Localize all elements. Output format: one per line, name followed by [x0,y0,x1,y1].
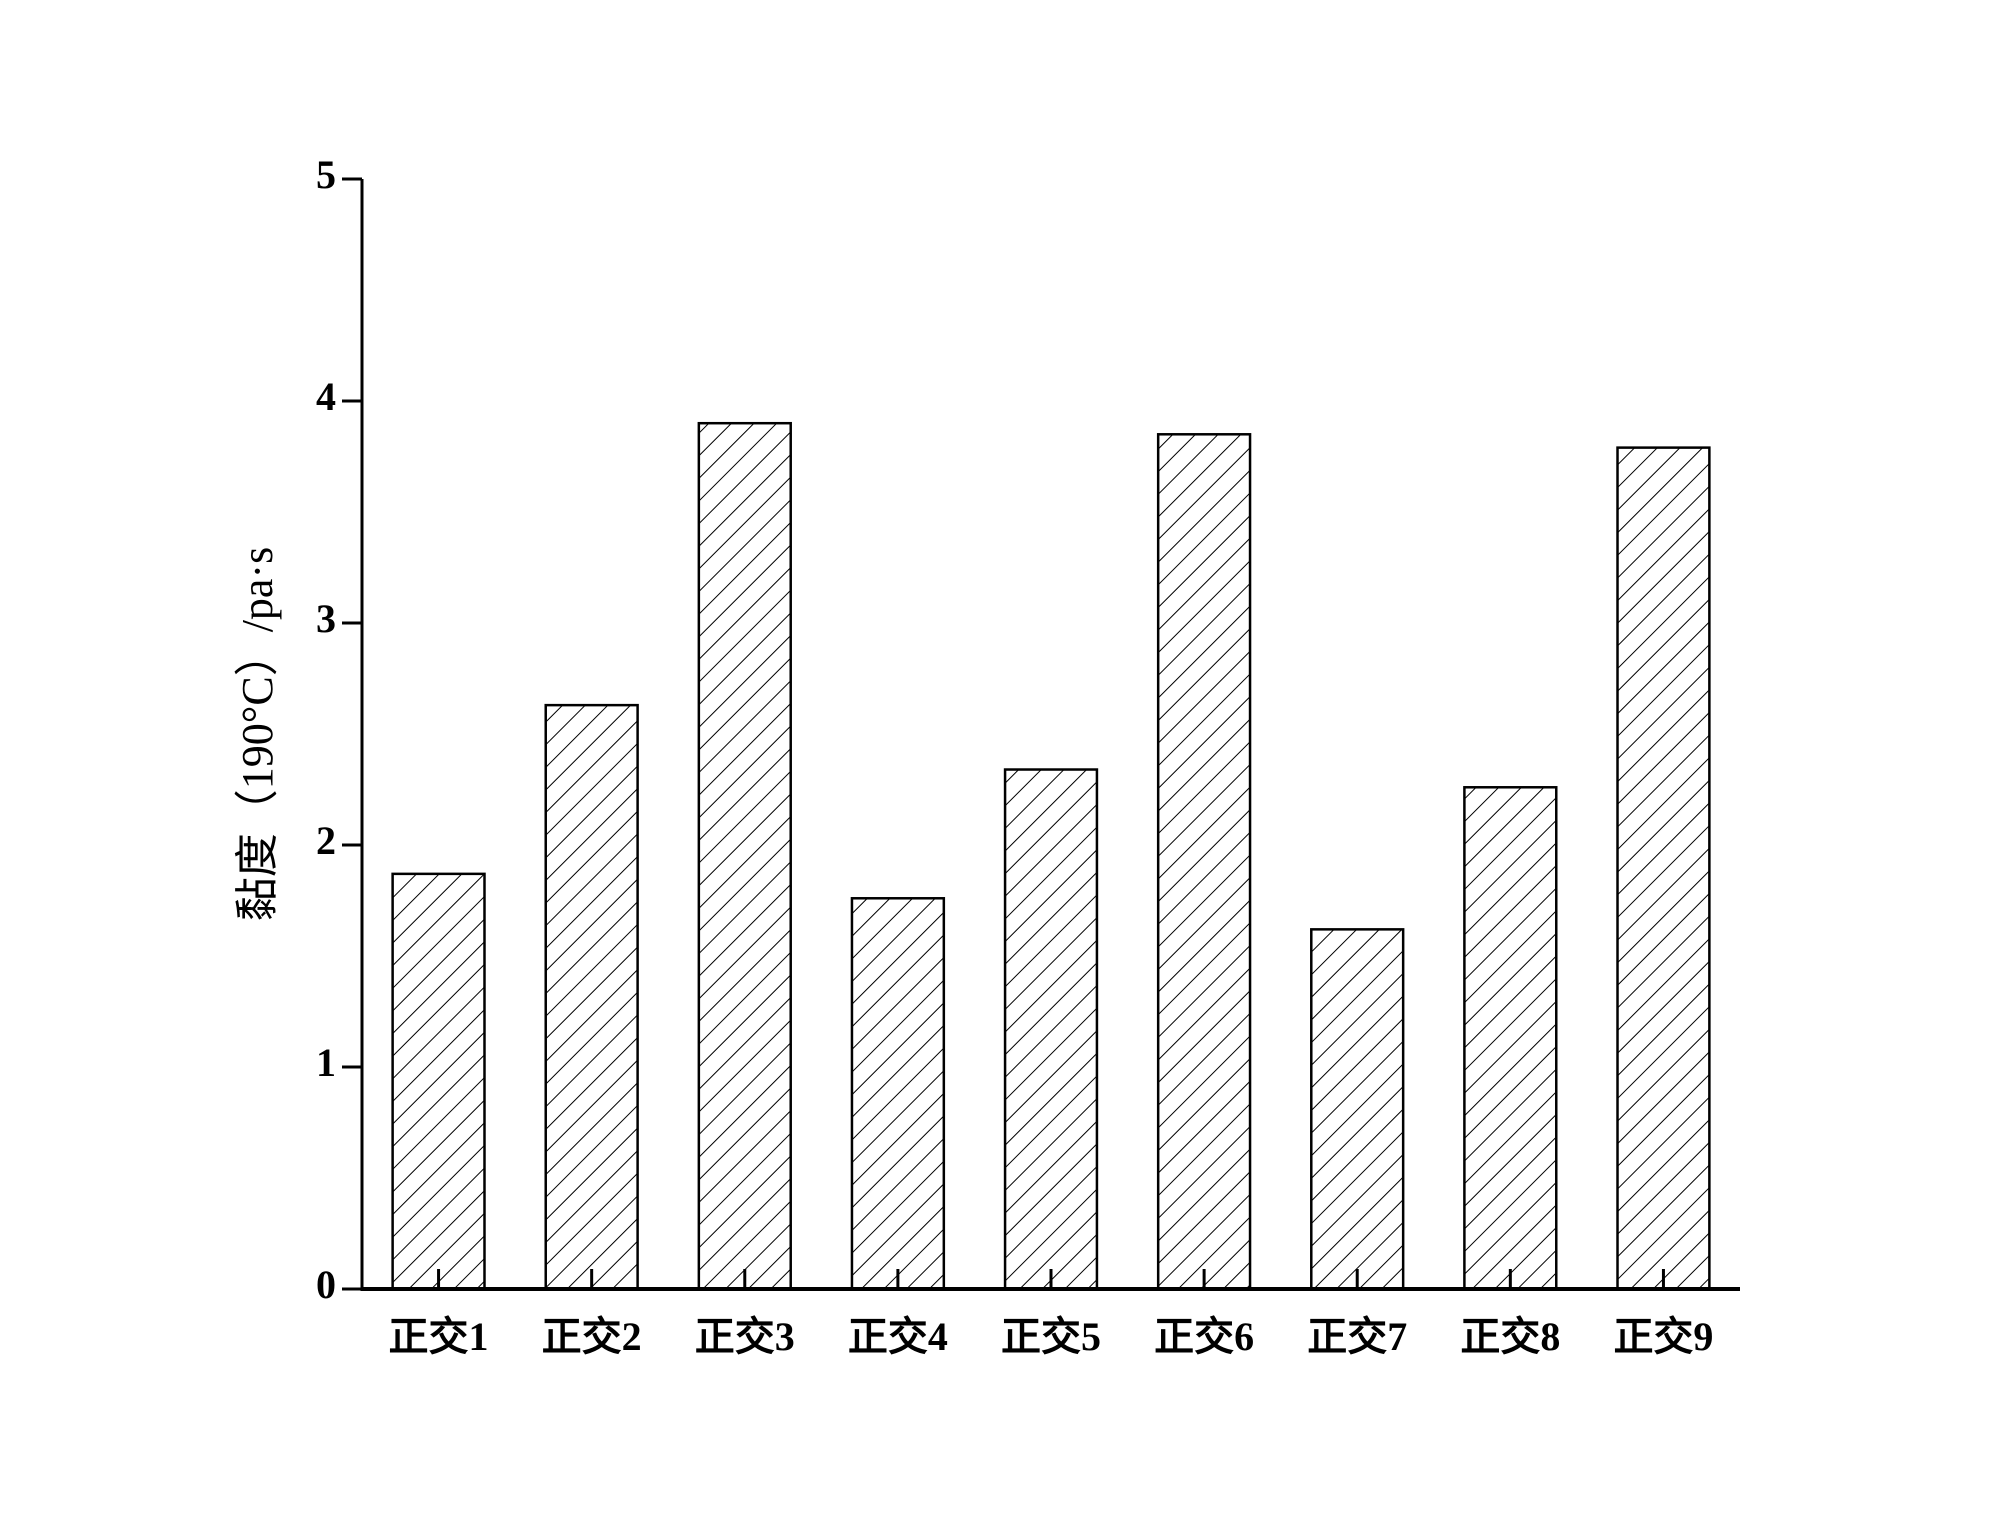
x-tick-label: 正交4 [848,1314,948,1359]
y-tick-label: 1 [316,1040,336,1085]
y-tick-label: 0 [316,1262,336,1307]
bar [1463,786,1558,1291]
bar [1003,768,1099,1291]
bar [391,872,486,1291]
bar [697,421,792,1291]
x-tick-label: 正交7 [1307,1314,1407,1359]
y-axis-label: 黏度（190°C）/pa·s [233,547,282,921]
x-tick-label: 正交5 [1001,1314,1101,1359]
x-tick-label: 正交8 [1460,1314,1560,1359]
x-tick-label: 正交2 [542,1314,642,1359]
x-tick-label: 正交3 [695,1314,795,1359]
bar [850,897,946,1291]
y-tick-label: 3 [316,596,336,641]
x-tick-label: 正交9 [1613,1314,1713,1359]
y-tick-label: 2 [316,818,336,863]
x-tick-label: 正交6 [1154,1314,1254,1359]
bar [1156,433,1252,1291]
x-tick-label: 正交1 [389,1314,489,1359]
bar [1310,928,1405,1291]
y-tick-label: 5 [316,152,336,197]
bar [1616,446,1711,1291]
y-tick-label: 4 [316,374,336,419]
bar [544,703,639,1291]
